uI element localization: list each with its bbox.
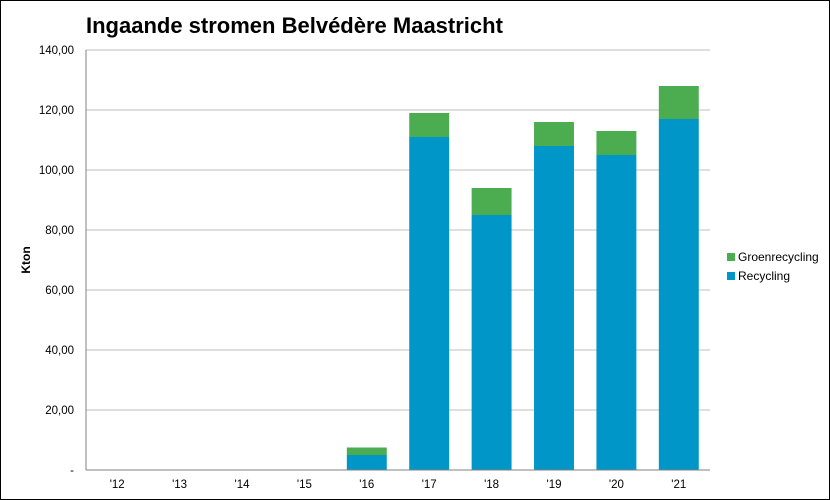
x-tick-label: '20 (609, 479, 624, 491)
legend-swatch (727, 272, 735, 280)
y-tick-label: 100,00 (39, 165, 74, 177)
x-tick-label: '19 (547, 479, 562, 491)
bar-recycling (346, 455, 387, 470)
legend-swatch (727, 253, 735, 261)
x-tick-label: '15 (297, 479, 312, 491)
bar-groenrecycling (658, 86, 699, 119)
legend: Groenrecycling Recycling (727, 250, 819, 283)
y-tick-label: 20,00 (45, 405, 74, 417)
y-tick-label: 80,00 (45, 225, 74, 237)
legend-label: Recycling (738, 269, 790, 283)
x-tick-label: '17 (422, 479, 437, 491)
y-tick-label: - (70, 465, 74, 477)
bar-recycling (471, 215, 512, 470)
x-tick-label: '12 (110, 479, 125, 491)
x-tick-label: '21 (671, 479, 686, 491)
y-tick-labels: - 20,00 40,00 60,00 80,00 100,00 120,00 140,00 (39, 45, 74, 477)
bar-recycling (596, 155, 637, 470)
x-tick-label: '18 (484, 479, 499, 491)
x-tick-label: '14 (235, 479, 251, 491)
bar-groenrecycling (534, 122, 574, 146)
bars (346, 86, 699, 470)
bar-groenrecycling (471, 188, 512, 215)
y-tick-label: 60,00 (45, 285, 74, 297)
y-tick-label: 40,00 (45, 345, 74, 357)
legend-label: Groenrecycling (738, 250, 819, 264)
y-tick-label: 140,00 (39, 45, 74, 57)
y-tick-label: 120,00 (39, 105, 74, 117)
y-axis-label: Kton (19, 246, 33, 273)
bar-groenrecycling (346, 447, 387, 455)
bar-groenrecycling (596, 131, 637, 155)
bar-groenrecycling (409, 113, 450, 137)
x-tick-labels: '12 '13 '14 '15 '16 '17 '18 '19 '20 '21 (110, 479, 687, 491)
x-tick-label: '16 (359, 479, 374, 491)
bar-recycling (409, 137, 450, 470)
x-tick-label: '13 (172, 479, 187, 491)
bar-recycling (658, 119, 699, 470)
chart-title: Ingaande stromen Belvédère Maastricht (86, 13, 503, 38)
bar-recycling (534, 146, 574, 470)
